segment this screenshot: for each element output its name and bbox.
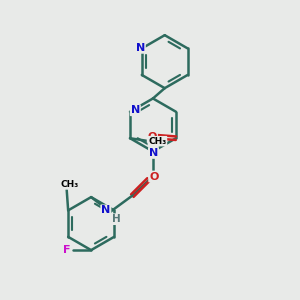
Text: CH₃: CH₃	[148, 137, 166, 146]
Text: N: N	[136, 43, 145, 53]
Text: O: O	[148, 132, 157, 142]
Text: H: H	[112, 214, 121, 224]
Text: CH₃: CH₃	[61, 180, 79, 189]
Text: N: N	[149, 148, 158, 158]
Text: O: O	[149, 172, 158, 182]
Text: N: N	[101, 206, 110, 215]
Text: F: F	[63, 245, 71, 255]
Text: N: N	[131, 105, 140, 115]
